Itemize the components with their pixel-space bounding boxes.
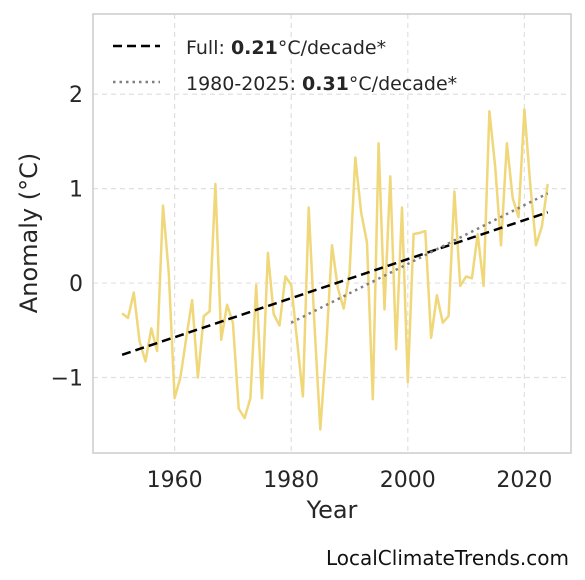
plot-frame <box>92 13 572 454</box>
x-tick-label: 1960 <box>147 468 203 493</box>
x-tick-label: 2020 <box>496 468 552 493</box>
y-tick-label: −1 <box>51 366 83 391</box>
legend-full-prefix: Full: <box>186 37 231 59</box>
legend-full-suffix: °C/decade* <box>278 37 386 59</box>
y-tick-label: 2 <box>69 83 83 108</box>
x-axis-label: Year <box>306 496 358 524</box>
legend-label-recent: 1980-2025: 0.31°C/decade* <box>186 73 457 95</box>
legend-recent-value: 0.31 <box>302 73 349 95</box>
legend-recent-suffix: °C/decade* <box>349 73 457 95</box>
legend-recent-prefix: 1980-2025: <box>186 73 302 95</box>
credit-text: LocalClimateTrends.com <box>325 546 569 570</box>
legend: Full: 0.21°C/decade* 1980-2025: 0.31°C/d… <box>113 37 457 95</box>
series-line-solid <box>121 108 549 431</box>
x-tick-labels: 1960 1980 2000 2020 <box>147 468 553 493</box>
series-line-dotted <box>290 192 549 324</box>
y-tick-label: 0 <box>69 272 83 297</box>
legend-label-full: Full: 0.21°C/decade* <box>186 37 386 59</box>
y-axis-label: Anomaly (°C) <box>15 153 43 313</box>
gridlines <box>93 14 571 453</box>
y-tick-label: 1 <box>69 178 83 203</box>
x-tick-label: 1980 <box>263 468 319 493</box>
series-line-dashed <box>121 211 549 356</box>
x-tick-label: 2000 <box>380 468 436 493</box>
series-group <box>121 108 549 431</box>
y-tick-labels: 2 1 0 −1 <box>51 83 83 391</box>
legend-full-value: 0.21 <box>231 37 278 59</box>
